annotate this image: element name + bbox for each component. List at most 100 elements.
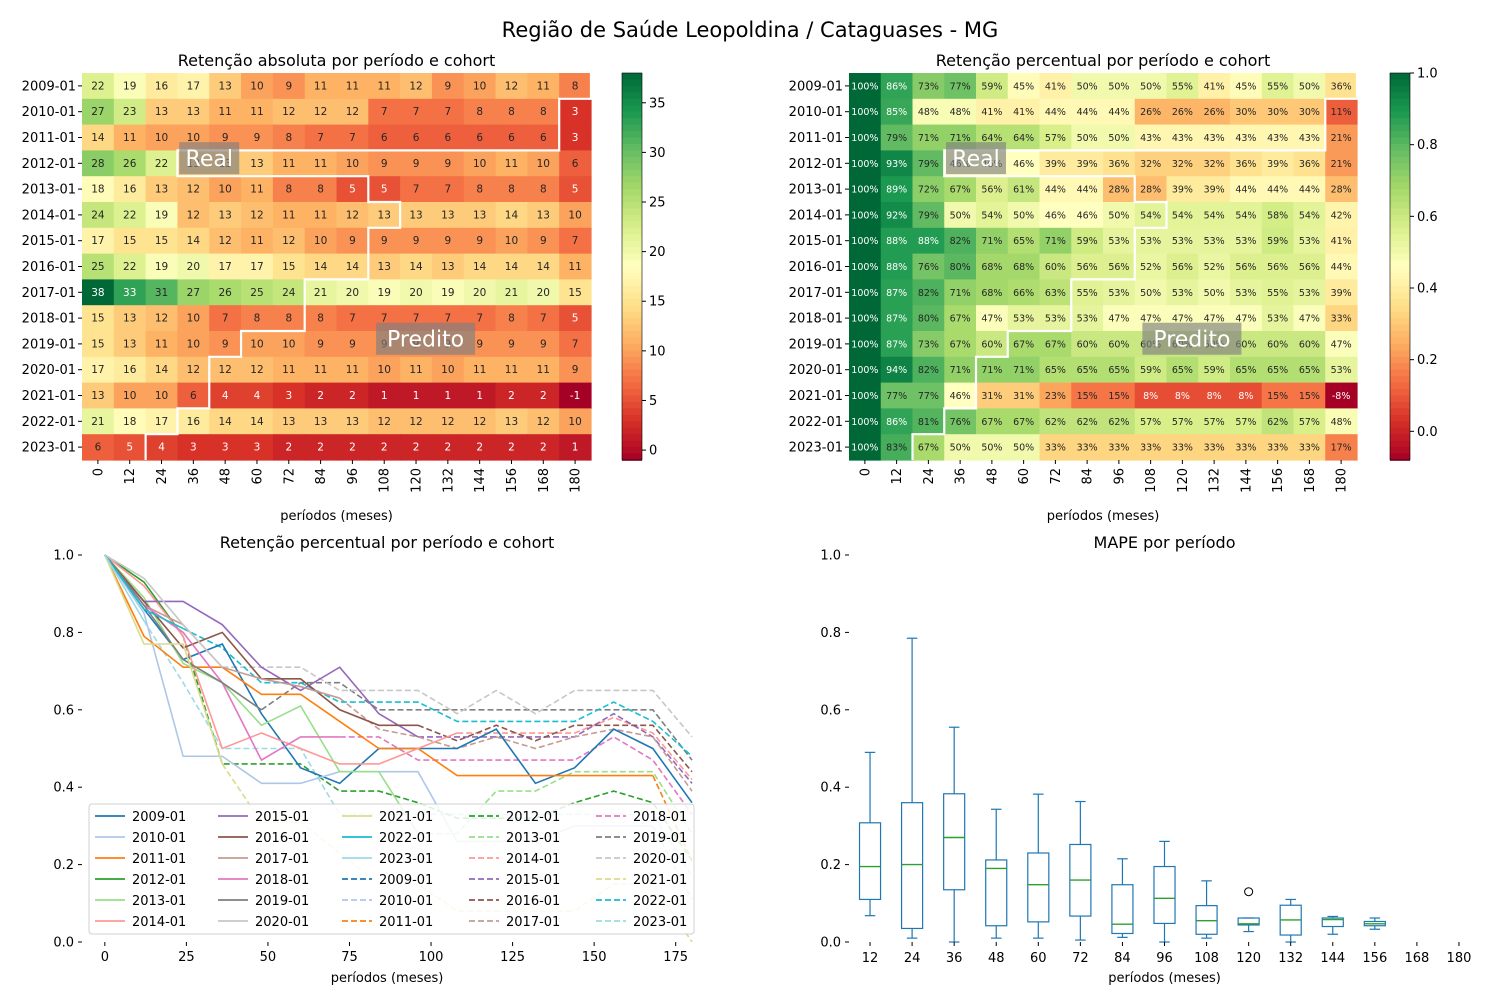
heatmap-cell-label: 9 bbox=[413, 158, 420, 170]
heatmap-cell bbox=[241, 356, 274, 384]
heatmap-cell-label: 9 bbox=[381, 158, 388, 170]
heatmap-cell-label: 9 bbox=[222, 132, 229, 144]
heatmap-cell bbox=[82, 408, 115, 435]
colorbar-segment bbox=[1390, 92, 1410, 100]
heatmap-cell-label: 13 bbox=[378, 261, 391, 273]
heatmap-cell bbox=[1103, 382, 1136, 409]
heatmap-cell-label: 13 bbox=[187, 106, 200, 118]
heatmap-cell bbox=[1007, 98, 1041, 126]
heatmap-cell bbox=[1134, 98, 1168, 126]
heatmap-cell bbox=[368, 227, 401, 255]
heatmap-cell-label: 17 bbox=[250, 261, 263, 273]
heatmap-cell-label: 44% bbox=[1045, 107, 1066, 118]
heatmap-cell-label: 53% bbox=[1331, 365, 1352, 376]
heatmap-cell-label: 13 bbox=[346, 416, 359, 428]
colorbar-segment bbox=[622, 343, 642, 352]
heatmap-cell bbox=[1134, 253, 1168, 280]
colorbar-segment bbox=[1390, 131, 1410, 139]
heatmap-cell-label: 5 bbox=[349, 184, 356, 196]
heatmap-cell bbox=[559, 98, 592, 126]
heatmap-y-tick-label: 2016-01 bbox=[22, 260, 76, 275]
heatmap-cell bbox=[1198, 73, 1231, 100]
heatmap-cell-label: 46% bbox=[1077, 210, 1098, 221]
heatmap-cell bbox=[1166, 434, 1199, 461]
heatmap-cell-label: 86% bbox=[886, 81, 907, 92]
heatmap-cell-label: 11 bbox=[378, 80, 391, 92]
heatmap-cell-label: 26% bbox=[1140, 107, 1161, 118]
heatmap-cell bbox=[209, 176, 242, 203]
heatmap-cell-label: 43% bbox=[1267, 133, 1288, 144]
boxplot-x-tick-label: 12 bbox=[862, 951, 879, 966]
heatmap-cell bbox=[1166, 356, 1199, 384]
heatmap-cell bbox=[1261, 150, 1295, 177]
heatmap-cell bbox=[495, 176, 528, 203]
heatmap-cell bbox=[944, 279, 977, 306]
colorbar-segment bbox=[1390, 169, 1410, 177]
heatmap-cell-label: 48% bbox=[918, 107, 939, 118]
heatmap-cell-label: 57% bbox=[1045, 133, 1066, 144]
heatmap-cell bbox=[1134, 356, 1168, 384]
colorbar-segment bbox=[622, 453, 642, 461]
heatmap-cell bbox=[1261, 253, 1295, 280]
heatmap-cell-label: 14 bbox=[314, 261, 328, 273]
heatmap-cell bbox=[431, 408, 465, 435]
predicted-annotation-box bbox=[1142, 322, 1242, 355]
heatmap-x-tick-label: 180 bbox=[569, 468, 584, 493]
line-chart-x-tick-label: 25 bbox=[178, 950, 195, 965]
heatmap-cell-label: 3 bbox=[222, 442, 229, 454]
heatmap-cell bbox=[849, 305, 882, 332]
heatmap-cell-label: 19 bbox=[123, 80, 136, 92]
heatmap-cell-label: 100% bbox=[851, 159, 878, 170]
heatmap-cell-label: 11 bbox=[314, 209, 327, 221]
colorbar-segment bbox=[622, 414, 642, 423]
heatmap-cell-label: 100% bbox=[851, 339, 878, 350]
heatmap-cell-label: 9 bbox=[445, 158, 452, 170]
heatmap-cell bbox=[976, 305, 1009, 332]
heatmap-cell-label: 43% bbox=[1299, 133, 1320, 144]
heatmap-cell-label: 6 bbox=[381, 132, 388, 144]
colorbar-tick-label: 0.8 bbox=[1417, 138, 1438, 153]
heatmap-cell-label: 9 bbox=[254, 132, 261, 144]
heatmap-cell bbox=[431, 73, 465, 100]
heatmap-cell-label: 53% bbox=[1172, 288, 1193, 299]
heatmap-cell bbox=[209, 279, 242, 306]
heatmap-cell bbox=[976, 227, 1009, 255]
colorbar-segment bbox=[622, 182, 642, 190]
heatmap-cell-label: 54% bbox=[1235, 210, 1256, 221]
colorbar-segment bbox=[622, 150, 642, 158]
heatmap-cell-label: 6 bbox=[476, 132, 483, 144]
heatmap-cell-label: 12 bbox=[537, 416, 550, 428]
heatmap-y-tick-label: 2019-01 bbox=[22, 337, 76, 352]
heatmap-x-tick-label: 48 bbox=[985, 468, 1000, 485]
heatmap-y-tick-label: 2011-01 bbox=[789, 131, 843, 146]
heatmap-cell bbox=[1230, 98, 1263, 126]
heatmap-cell bbox=[145, 305, 179, 332]
boxplot-y-tick-label: 0.8 bbox=[820, 626, 841, 641]
heatmap-cell-label: 71% bbox=[1013, 365, 1034, 376]
heatmap-cell bbox=[431, 98, 465, 126]
heatmap-cell bbox=[400, 124, 433, 151]
heatmap-cell-label: 50% bbox=[950, 210, 971, 221]
heatmap-cell-label: 33% bbox=[1108, 443, 1129, 454]
heatmap-cell bbox=[1325, 227, 1358, 255]
heatmap-cell-label: 7 bbox=[476, 313, 483, 325]
heatmap-cell bbox=[113, 150, 147, 177]
heatmap-cell-label: 24 bbox=[91, 209, 105, 221]
heatmap-cell-label: 47% bbox=[1299, 314, 1320, 325]
colorbar-segment bbox=[1390, 440, 1410, 448]
colorbar-segment bbox=[1390, 143, 1410, 152]
colorbar-segment bbox=[1390, 118, 1410, 126]
heatmap-cell-label: 11 bbox=[250, 235, 263, 247]
heatmap-cell bbox=[431, 356, 465, 384]
heatmap-cell-label: 100% bbox=[851, 185, 878, 196]
boxplot-y-tick-label: 0.6 bbox=[820, 703, 841, 718]
heatmap-cell-label: 19 bbox=[441, 287, 454, 299]
heatmap-cell bbox=[495, 202, 528, 229]
heatmap-cell-label: 2 bbox=[349, 390, 356, 402]
legend-label: 2012-01 bbox=[132, 873, 186, 888]
heatmap-cell-label: 59% bbox=[1140, 365, 1161, 376]
heatmap-cell bbox=[304, 356, 338, 384]
heatmap-cell-label: 12 bbox=[473, 416, 486, 428]
heatmap-cell-label: 11 bbox=[346, 364, 359, 376]
heatmap-cell bbox=[976, 356, 1009, 384]
